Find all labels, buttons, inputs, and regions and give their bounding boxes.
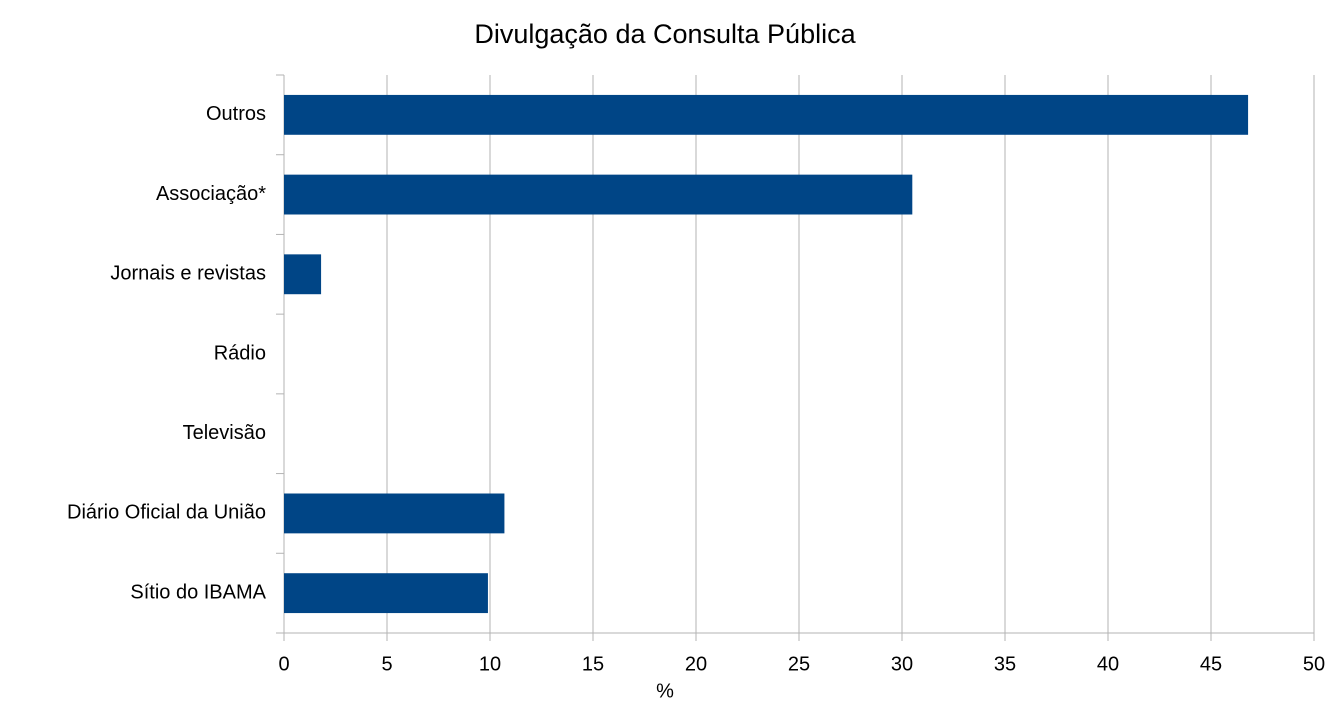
y-tick-label: Rádio <box>214 342 266 364</box>
bar <box>284 493 505 534</box>
y-tick-label: Outros <box>206 103 266 125</box>
x-tick-label: 10 <box>479 653 501 675</box>
y-tick-label: Diário Oficial da União <box>67 502 266 524</box>
x-tick-label: 30 <box>891 653 913 675</box>
y-tick-label: Sítio do IBAMA <box>130 581 266 603</box>
x-tick-label: 45 <box>1200 653 1222 675</box>
x-axis-label: % <box>656 680 674 702</box>
y-tick-label: Jornais e revistas <box>110 263 266 285</box>
x-tick-label: 50 <box>1303 653 1325 675</box>
x-tick-label: 35 <box>994 653 1016 675</box>
x-tick-label: 5 <box>381 653 392 675</box>
x-tick-label: 15 <box>582 653 604 675</box>
x-tick-label: 0 <box>278 653 289 675</box>
bar <box>284 174 913 215</box>
x-tick-label: 25 <box>788 653 810 675</box>
bar <box>284 254 322 295</box>
bar <box>284 573 488 614</box>
bar <box>284 94 1249 135</box>
y-tick-label: Televisão <box>183 422 266 444</box>
x-tick-label: 40 <box>1097 653 1119 675</box>
x-tick-label: 20 <box>685 653 707 675</box>
y-tick-label: Associação* <box>156 183 266 205</box>
chart-title: Divulgação da Consulta Pública <box>474 19 856 49</box>
